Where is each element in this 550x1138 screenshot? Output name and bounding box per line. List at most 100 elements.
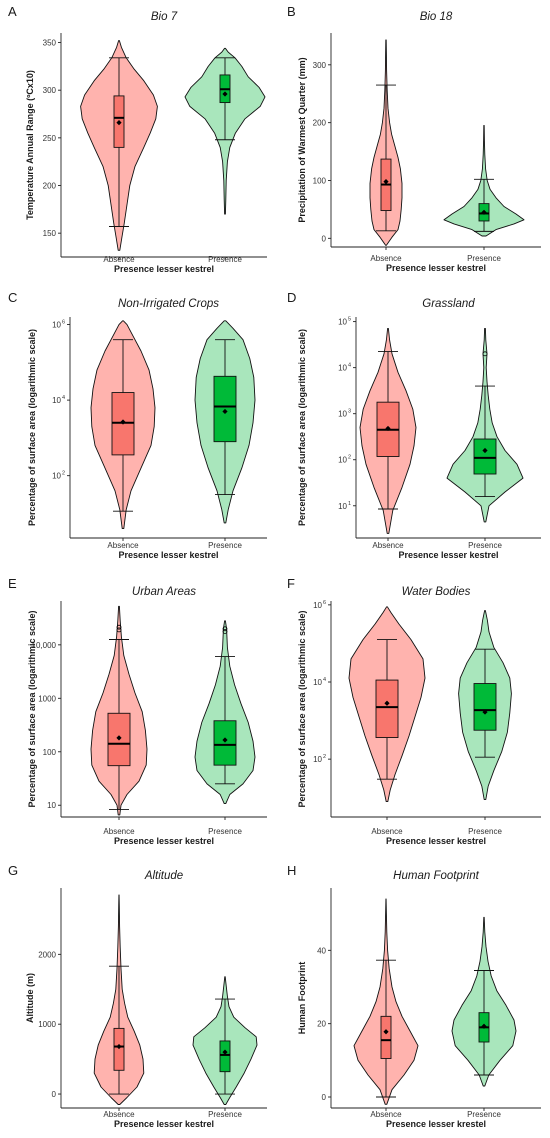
x-axis-label: Presence lesser krestel [386,1119,486,1129]
mean-marker [383,179,389,185]
x-tick-label: Presence [208,541,242,550]
iqr-box [473,683,497,731]
y-tick-label: 300 [43,86,57,95]
mean-marker [481,1023,487,1029]
y-tick-label: 10 [47,801,56,810]
iqr-box [380,1015,392,1059]
y-axis-label: Percentage of surface area (logarithmic … [297,610,307,807]
panel-g: G Altitude 0 1000 2000 Altitude (m) Presence l… [8,863,267,1129]
group-absence: Absence [353,898,419,1119]
mean-marker [222,737,228,743]
x-axis-label: Presence lesser kestrel [118,550,218,560]
panel-title: Urban Areas [132,586,196,598]
y-tick-exponent: 2 [62,471,65,477]
mean-marker [120,419,126,425]
y-tick-exponent: 1 [348,501,351,507]
x-tick-label: Presence [467,254,501,263]
x-tick-label: Absence [103,827,135,836]
mean-marker [385,425,391,432]
y-tick-label: 150 [43,229,57,238]
y-tick-label: 10 [52,396,61,405]
outlier-point [222,629,228,634]
y-tick-label: 0 [52,1090,57,1099]
group-presence: Presence [194,320,256,550]
panel-title: Human Footprint [393,870,479,882]
y-tick-label: 200 [313,119,327,128]
y-tick-label: 10 [338,364,347,373]
y-tick-label: 10 [338,318,347,327]
x-axis-label: Presence lesser kestrel [114,836,214,846]
x-axis-label: Presence lesser kestrel [386,836,486,846]
x-tick-label: Absence [370,254,402,263]
panel-title: Altitude [144,870,183,882]
panel-title: Non-Irrigated Crops [118,298,219,310]
panel-title: Bio 7 [151,11,178,23]
panel-b: B Bio 18 0 100 200 300 Precipitation of Warmes… [287,4,541,273]
y-tick-label: 250 [43,134,57,143]
y-tick-label: 200 [43,182,57,191]
iqr-box [113,1027,125,1071]
panel-letter: G [8,863,18,878]
mean-marker [222,408,228,415]
iqr-box [213,720,237,766]
group-presence: Presence [184,47,266,264]
iqr-box [375,679,399,738]
group-presence: Presence [194,620,256,836]
x-tick-label: Absence [371,827,403,836]
group-absence: Absence [359,328,417,550]
panel-title: Grassland [422,298,475,310]
y-axis-label: Percentage of surface area (logarithmic … [27,329,37,526]
outlier-point [482,351,488,357]
panel-a: A Bio 7 150 200 250 300 350 Temperature Annual … [8,4,267,274]
x-tick-label: Presence [208,827,242,836]
x-tick-label: Absence [372,541,404,550]
y-tick-label: 100 [43,748,57,757]
x-axis-label: Presence lesser kestrel [114,1119,214,1129]
x-tick-label: Presence [467,1110,501,1119]
y-axis-label: Percentage of surface area (logarithmic … [297,329,307,526]
y-tick-exponent: 6 [62,320,65,326]
y-axis-label: Human Footprint [297,962,307,1035]
panel-letter: C [8,290,17,305]
mean-marker [482,447,488,454]
x-tick-label: Absence [103,255,135,264]
x-tick-label: Presence [208,255,242,264]
panel-letter: D [287,290,296,305]
y-tick-label: 2000 [38,950,56,959]
y-tick-label: 10 [338,502,347,511]
mean-marker [384,700,390,706]
outlier-point [116,624,122,630]
panel-letter: E [8,576,17,591]
y-tick-label: 10 [52,321,61,330]
y-tick-label: 100 [313,176,327,185]
y-tick-exponent: 3 [348,409,351,415]
y-tick-exponent: 4 [348,363,351,369]
x-tick-label: Presence [468,541,502,550]
x-tick-label: Presence [468,827,502,836]
y-tick-label: 0 [322,234,327,243]
mean-marker [116,120,122,126]
group-presence: Presence [451,916,517,1119]
y-tick-exponent: 5 [348,317,351,323]
panel-title: Water Bodies [402,586,471,598]
group-absence: Absence [93,894,145,1119]
x-tick-label: Absence [370,1110,402,1119]
x-tick-label: Absence [103,1110,135,1119]
panel-letter: F [287,576,295,591]
iqr-box [219,1040,231,1073]
y-tick-label: 10 [313,755,322,764]
group-absence: Absence [348,606,426,836]
y-axis-label: Altitude (m) [25,973,35,1023]
y-tick-exponent: 2 [323,754,326,760]
outlier-point [116,627,122,633]
iqr-box [473,438,497,475]
y-tick-label: 40 [317,946,326,955]
group-absence: Absence [80,40,158,264]
y-tick-exponent: 4 [62,395,65,401]
panel-letter: H [287,863,296,878]
y-tick-exponent: 4 [323,677,326,683]
